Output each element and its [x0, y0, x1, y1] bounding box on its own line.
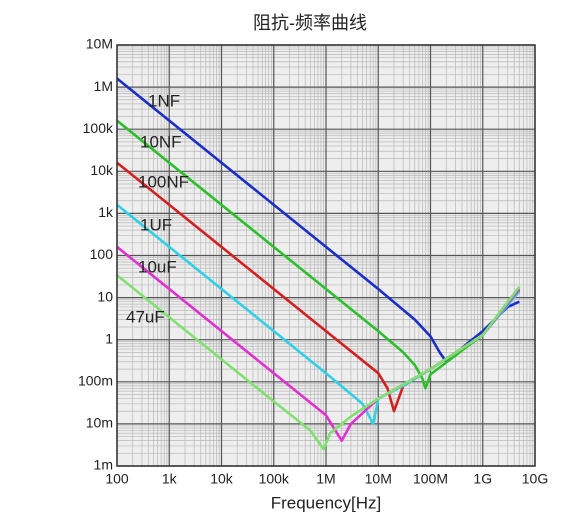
x-tick-label: 100k [259, 471, 290, 487]
series-label: 10uF [138, 257, 177, 276]
x-tick-label: 10G [522, 471, 548, 487]
series-line [116, 119, 521, 390]
y-tick-label: 10 [97, 288, 113, 304]
y-tick-label: 100m [78, 373, 113, 389]
y-tick-label: 10M [86, 36, 113, 52]
grid [116, 44, 536, 467]
series-label: 47uF [126, 307, 165, 326]
x-axis-label: Frequency[Hz] [271, 493, 382, 512]
series-label: 1UF [140, 215, 172, 234]
plot-border [116, 44, 536, 467]
x-tick-label: 1k [162, 471, 178, 487]
chart-title: 阻抗-频率曲线 [253, 13, 367, 33]
x-tick-label: 1G [473, 471, 492, 487]
y-tick-label: 10m [86, 415, 113, 431]
series-line [116, 274, 521, 451]
lines [116, 77, 521, 451]
y-tick-label: 10k [90, 162, 114, 178]
series-label: 100NF [138, 172, 189, 191]
series-label: 10NF [140, 132, 182, 151]
y-tick-label: 1k [98, 204, 114, 220]
x-tick-label: 10k [210, 471, 234, 487]
x-tick-label: 10M [365, 471, 392, 487]
series-label: 1NF [148, 91, 180, 110]
labels: 1NF 10NF 100NF 1UF 10uF 47uF [126, 91, 189, 326]
y-tick-label: 1M [94, 78, 113, 94]
x-tick-label: 100M [413, 471, 448, 487]
y-tick-label: 1m [94, 457, 113, 473]
y-tick-label: 100k [83, 120, 114, 136]
y-tick-label: 100 [90, 246, 114, 262]
y-tick-label: 1 [105, 330, 113, 346]
x-tick-label: 100 [105, 471, 129, 487]
x-tick-label: 1M [316, 471, 335, 487]
